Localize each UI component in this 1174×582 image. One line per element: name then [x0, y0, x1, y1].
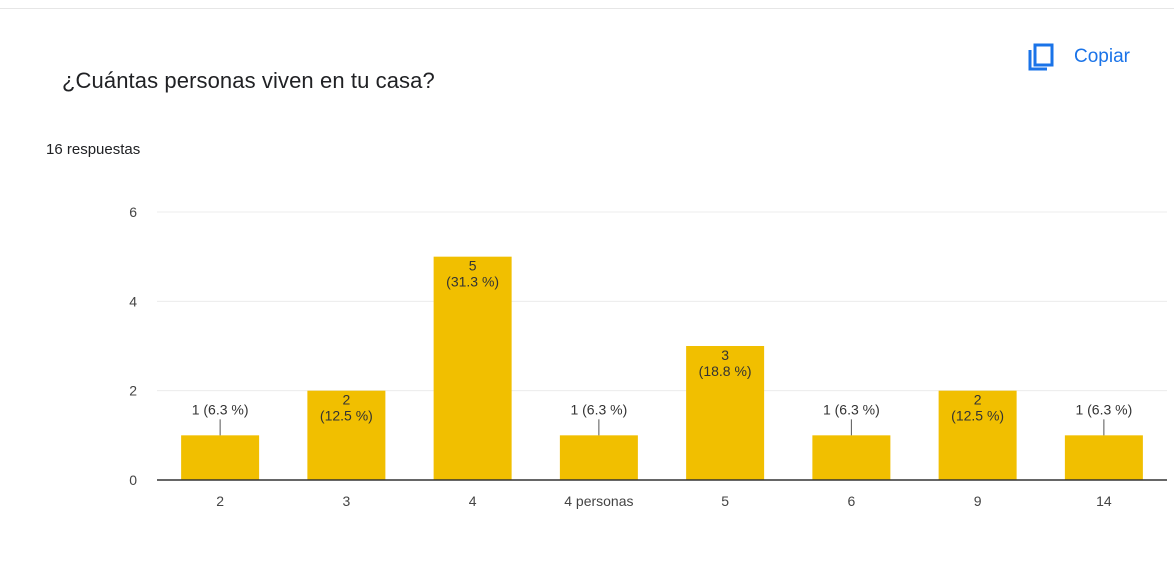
question-title: ¿Cuántas personas viven en tu casa? [62, 68, 435, 93]
copy-label: Copiar [1074, 46, 1130, 67]
response-count: 16 respuestas [46, 141, 141, 158]
copy-button[interactable]: Copiar [1026, 40, 1130, 74]
x-tick-label: 3 [342, 493, 350, 509]
bar [1064, 435, 1143, 480]
data-label: (18.8 %) [699, 363, 752, 379]
data-label: 1 (6.3 %) [823, 401, 880, 417]
data-label: 1 (6.3 %) [1075, 401, 1132, 417]
bar [812, 435, 891, 480]
data-label: (31.3 %) [446, 274, 499, 290]
data-label: 2 [342, 392, 350, 408]
x-tick-label: 9 [974, 493, 982, 509]
y-tick-label: 0 [129, 472, 137, 488]
data-label: 1 (6.3 %) [192, 401, 249, 417]
data-label: 3 [721, 347, 729, 363]
y-tick-label: 4 [129, 293, 137, 309]
x-tick-label: 2 [216, 493, 224, 509]
data-label: 1 (6.3 %) [570, 401, 627, 417]
data-label: (12.5 %) [320, 408, 373, 424]
y-tick-label: 2 [129, 383, 137, 399]
data-label: 5 [469, 258, 477, 274]
data-label: 2 [974, 392, 982, 408]
x-tick-label: 4 [469, 493, 477, 509]
bar [433, 256, 512, 480]
y-tick-label: 6 [129, 204, 137, 220]
x-tick-label: 14 [1096, 493, 1112, 509]
bar [938, 390, 1017, 480]
bar [559, 435, 638, 480]
bar [307, 390, 386, 480]
bar [686, 346, 765, 480]
x-tick-label: 6 [847, 493, 855, 509]
x-tick-label: 5 [721, 493, 729, 509]
bar [181, 435, 260, 480]
question-card [0, 8, 1174, 582]
copy-icon [1028, 43, 1054, 71]
x-tick-label: 4 personas [564, 493, 633, 509]
data-label: (12.5 %) [951, 408, 1004, 424]
